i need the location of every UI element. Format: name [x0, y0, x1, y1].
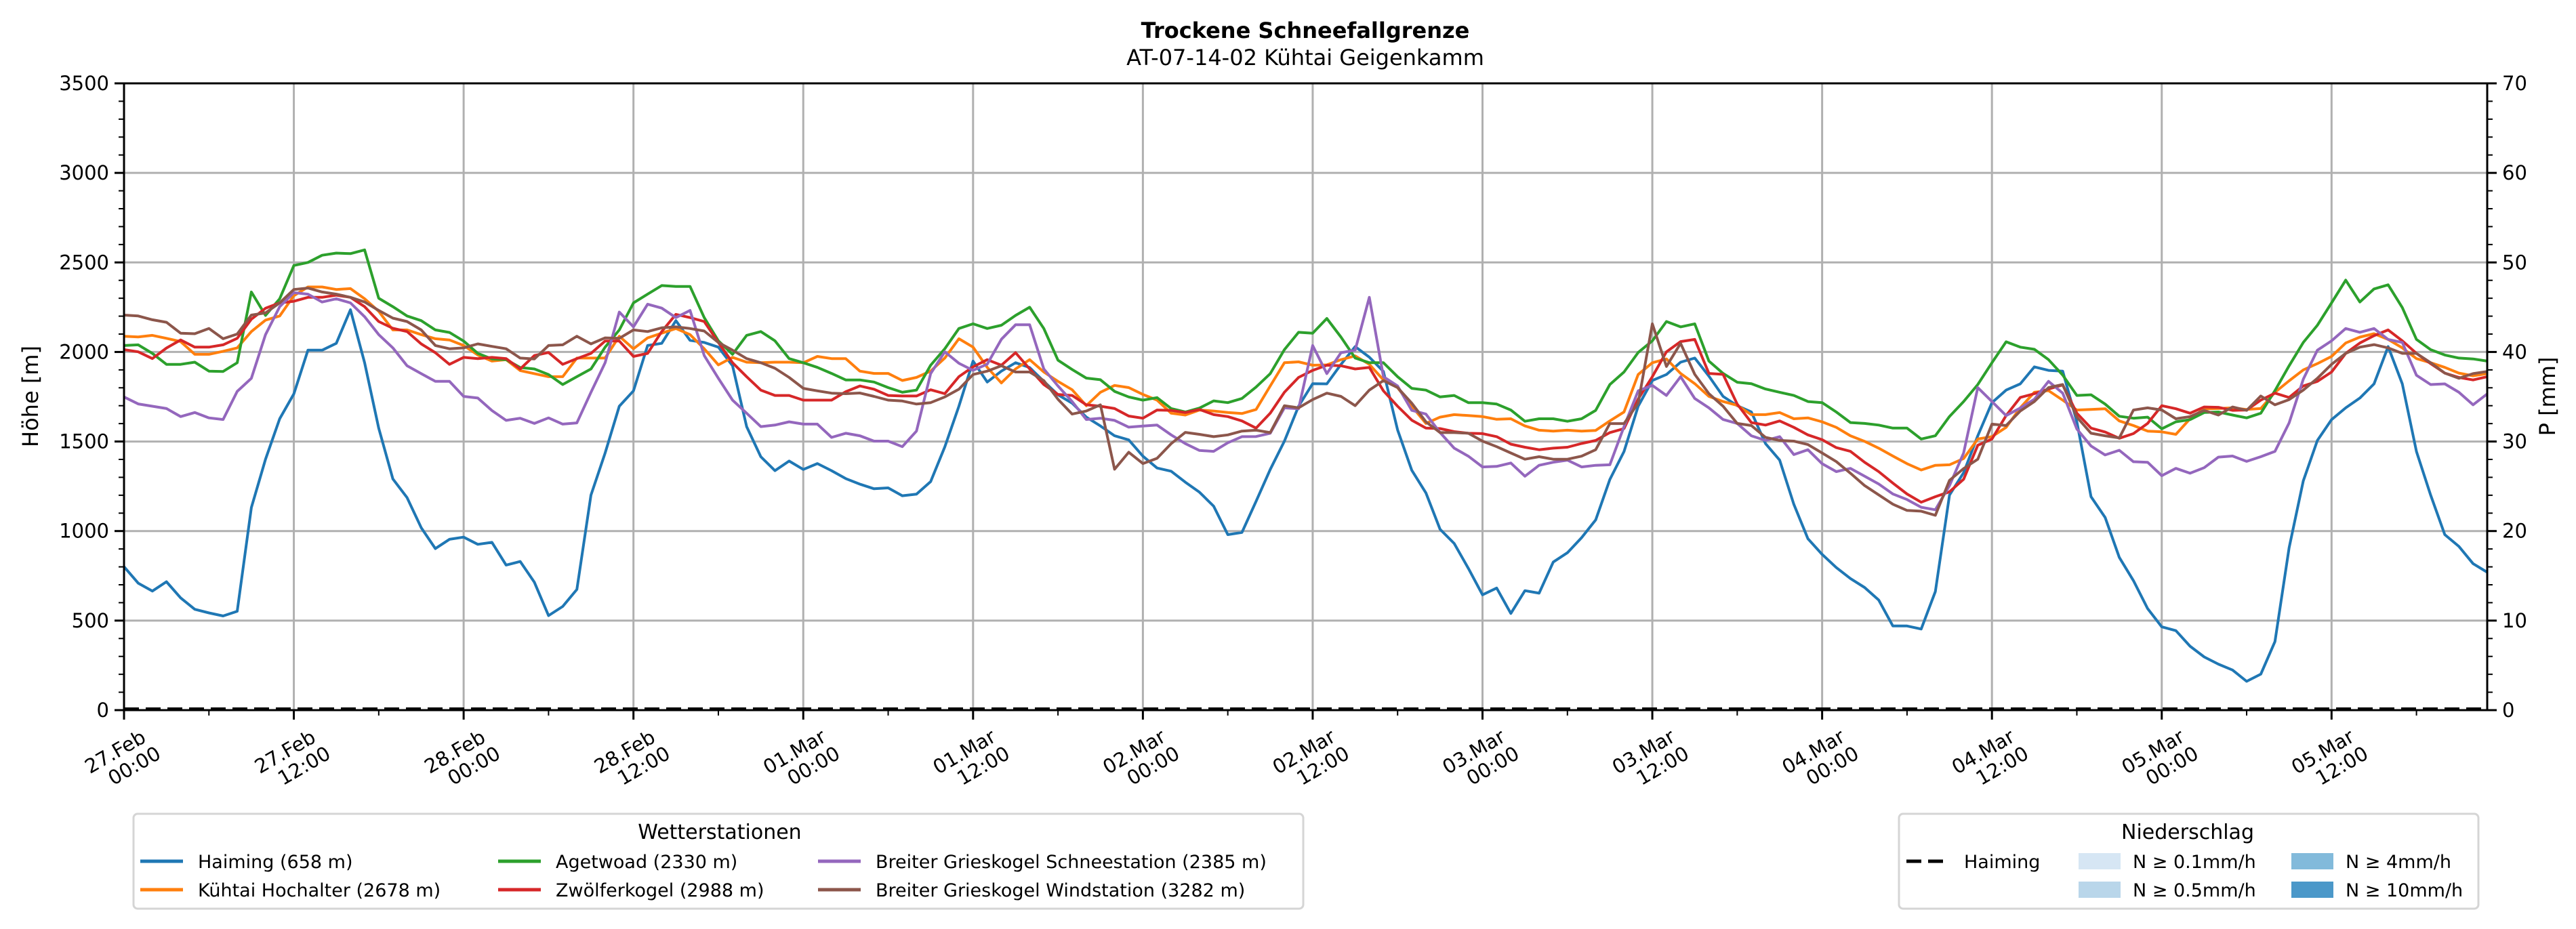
grid-lines: [124, 83, 2487, 710]
legend-label: N ≥ 4mm/h: [2346, 852, 2451, 873]
legend-label: Zwölferkogel (2988 m): [556, 880, 764, 901]
legend-label: Breiter Grieskogel Windstation (3282 m): [876, 880, 1245, 901]
plot-frame: [123, 82, 2489, 711]
legend-entry: Haiming: [1906, 852, 2040, 873]
y-axis-right-ticks: 0 10 20 30 40 50 60 70: [2487, 72, 2527, 722]
y-right-tick-label: 40: [2502, 340, 2527, 363]
legend-precipitation-title: Niederschlag: [2121, 821, 2254, 844]
legend-label: Breiter Grieskogel Schneestation (2385 m…: [876, 852, 1267, 873]
y-right-tick-label: 60: [2502, 161, 2527, 184]
y-tick-label: 3500: [59, 72, 109, 95]
y-tick-label: 2500: [59, 251, 109, 274]
legend-precipitation-items: Haiming N ≥ 0.1mm/h N ≥ 0.5mm/h N ≥ 4mm/h N …: [1906, 852, 2463, 901]
y-right-tick-label: 10: [2502, 609, 2527, 632]
legend-label: N ≥ 10mm/h: [2346, 880, 2463, 901]
legend-label: Kühtai Hochalter (2678 m): [198, 880, 441, 901]
legend-label: Agetwoad (2330 m): [556, 852, 737, 873]
y-tick-label: 500: [72, 609, 109, 632]
legend-label: N ≥ 0.1mm/h: [2133, 852, 2256, 873]
y-right-tick-label: 70: [2502, 72, 2527, 95]
y-tick-label: 3000: [59, 161, 109, 184]
series-line-0: [123, 308, 2489, 683]
legend-entry: Agetwoad (2330 m): [498, 852, 737, 873]
series-line-5: [123, 287, 2488, 517]
chart-title: Trockene Schneefallgrenze: [1141, 18, 1470, 43]
legend-entry: Breiter Grieskogel Windstation (3282 m): [818, 880, 1245, 901]
legend-entry: Breiter Grieskogel Schneestation (2385 m…: [818, 852, 1267, 873]
y-tick-label: 0: [97, 699, 109, 722]
legend-entry: Haiming (658 m): [140, 852, 352, 873]
legend-patch-swatch: [2291, 853, 2333, 869]
legend-entry: N ≥ 0.1mm/h: [2079, 852, 2256, 873]
y-tick-label: 1000: [59, 520, 109, 543]
y-right-tick-label: 50: [2502, 251, 2527, 274]
legend-stations-items: Haiming (658 m) Kühtai Hochalter (2678 m)…: [140, 852, 1267, 901]
y-right-tick-label: 0: [2502, 699, 2514, 722]
legend-entry: N ≥ 10mm/h: [2291, 880, 2463, 901]
legend-stations-frame: [132, 812, 1305, 910]
legend-patch-swatch: [2291, 882, 2333, 898]
y-tick-label: 2000: [59, 340, 109, 363]
legend-label: Haiming: [1964, 852, 2040, 873]
legend-label: Haiming (658 m): [198, 852, 352, 873]
y-right-tick-label: 30: [2502, 430, 2527, 453]
axes-frame: [123, 82, 2489, 711]
legend-stations: Wetterstationen Haiming (658 m) Kühtai Ho…: [132, 812, 1305, 910]
legend-stations-title: Wetterstationen: [638, 821, 801, 844]
y-tick-label: 1500: [59, 430, 109, 453]
legend-entry: Kühtai Hochalter (2678 m): [140, 880, 441, 901]
legend-precipitation: Niederschlag Haiming N ≥ 0.1mm/h N ≥ 0.5mm…: [1898, 812, 2480, 910]
series-lines: [123, 248, 2489, 683]
y-axis-label-right: P [mm]: [2535, 357, 2560, 436]
y-axis-label-left: Höhe [m]: [18, 346, 43, 447]
legend-patch-swatch: [2079, 853, 2121, 869]
legend-entry: N ≥ 0.5mm/h: [2079, 880, 2256, 901]
legend-label: N ≥ 0.5mm/h: [2133, 880, 2256, 901]
y-axis-left-ticks: 0 500 1000 1500 2000 2500 3000 3500: [59, 72, 124, 722]
legend-precipitation-frame: [1898, 812, 2480, 910]
y-right-tick-label: 20: [2502, 520, 2527, 543]
legend-patch-swatch: [2079, 882, 2121, 898]
series-line-4: [123, 291, 2489, 512]
legend-entry: N ≥ 4mm/h: [2291, 852, 2451, 873]
legend-entry: Zwölferkogel (2988 m): [498, 880, 764, 901]
chart-subtitle: AT-07-14-02 Kühtai Geigenkamm: [1126, 45, 1484, 70]
